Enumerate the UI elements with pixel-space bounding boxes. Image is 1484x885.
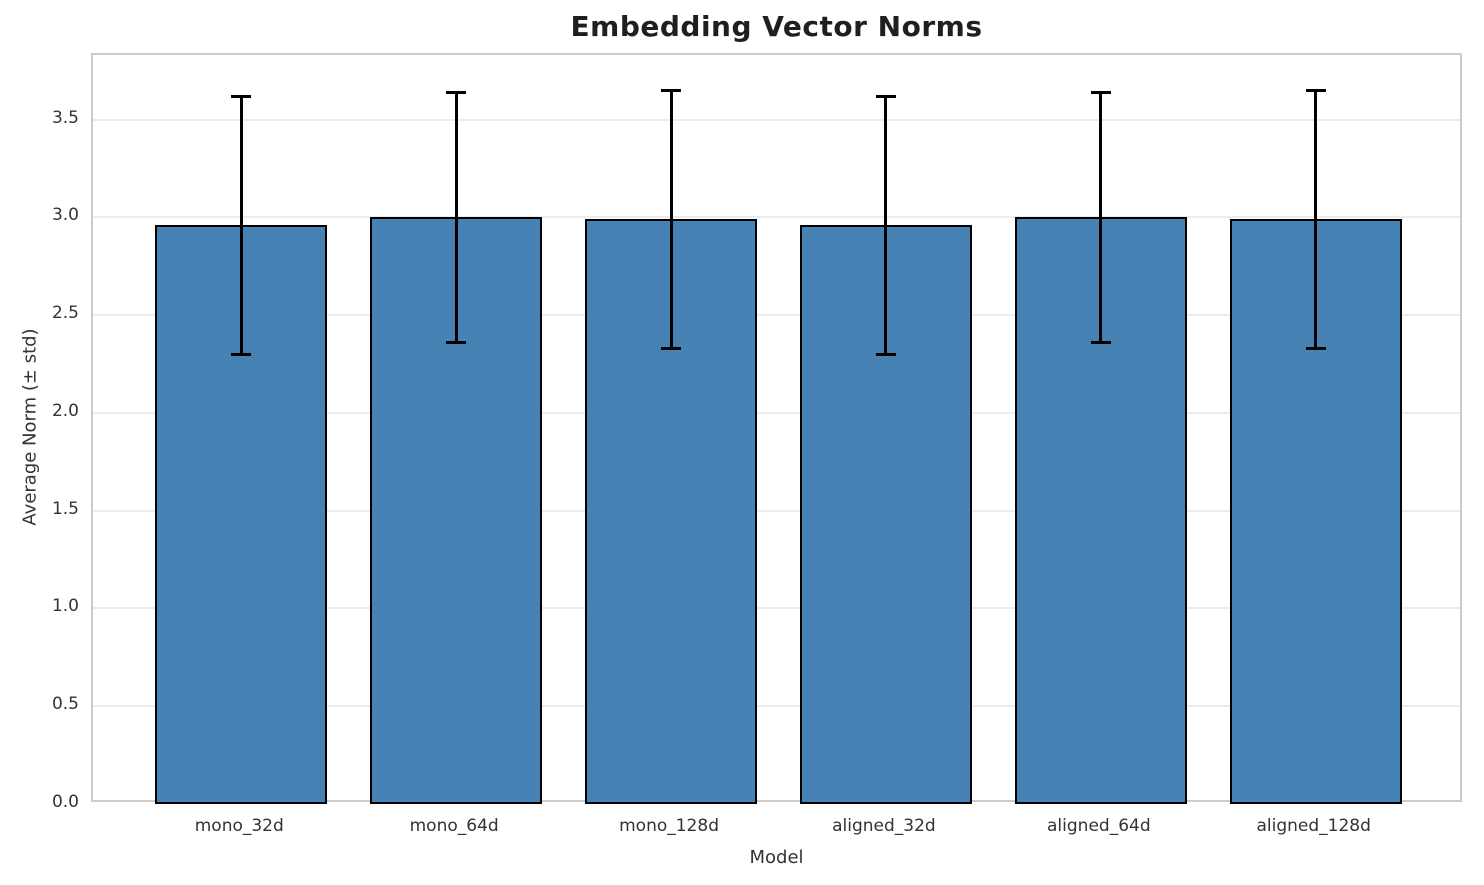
x-tick-label-aligned_64d: aligned_64d [1047,816,1151,836]
error-bar-line-aligned_128d [1314,90,1318,349]
error-bar-cap-top-mono_32d [231,94,252,98]
error-bar-cap-bottom-aligned_32d [875,352,896,356]
x-tick-label-mono_32d: mono_32d [194,816,284,836]
error-bar-cap-top-mono_64d [446,90,467,94]
y-tick-label: 3.5 [51,107,79,128]
error-bar-cap-bottom-aligned_128d [1305,346,1326,350]
gridline-y-3.5 [93,118,1460,121]
gridline-y-2.5 [93,314,1460,317]
x-tick-label-aligned_128d: aligned_128d [1256,816,1371,836]
gridline-y-1.0 [93,607,1460,610]
x-tick-label-mono_128d: mono_128d [619,816,719,836]
error-bar-cap-bottom-mono_32d [231,352,252,356]
x-tick-label-aligned_32d: aligned_32d [832,816,936,836]
bar-mono_32d [155,225,328,804]
y-tick-label: 0.0 [51,792,79,812]
error-bar-line-aligned_32d [884,96,888,355]
x-tick-label-mono_64d: mono_64d [409,816,499,836]
y-tick-label: 2.5 [51,303,79,324]
y-tick-label: 3.0 [51,205,79,226]
error-bar-line-mono_32d [239,96,243,355]
error-bar-cap-bottom-mono_64d [446,340,467,344]
chart-title: Embedding Vector Norms [570,10,983,43]
error-bar-cap-top-aligned_64d [1090,90,1111,94]
error-bar-line-aligned_64d [1099,92,1103,343]
y-axis-label: Average Norm (± std) [19,328,41,526]
error-bar-cap-bottom-mono_128d [661,346,682,350]
error-bar-cap-bottom-aligned_64d [1090,340,1111,344]
error-bar-cap-top-aligned_32d [875,94,896,98]
gridline-y-1.5 [93,509,1460,512]
gridline-y-3.0 [93,216,1460,219]
error-bar-line-mono_128d [669,90,673,349]
plot-area [91,53,1462,804]
gridline-y-2.0 [93,411,1460,414]
y-tick-label: 2.0 [51,400,79,421]
error-bar-cap-top-aligned_128d [1305,88,1326,92]
gridline-y-0.5 [93,705,1460,708]
error-bar-line-mono_64d [454,92,458,343]
y-tick-label: 0.5 [51,694,79,715]
error-bar-cap-top-mono_128d [661,88,682,92]
y-tick-label: 1.5 [51,498,79,519]
y-tick-label: 1.0 [51,596,79,617]
x-axis-label: Model [749,847,804,868]
